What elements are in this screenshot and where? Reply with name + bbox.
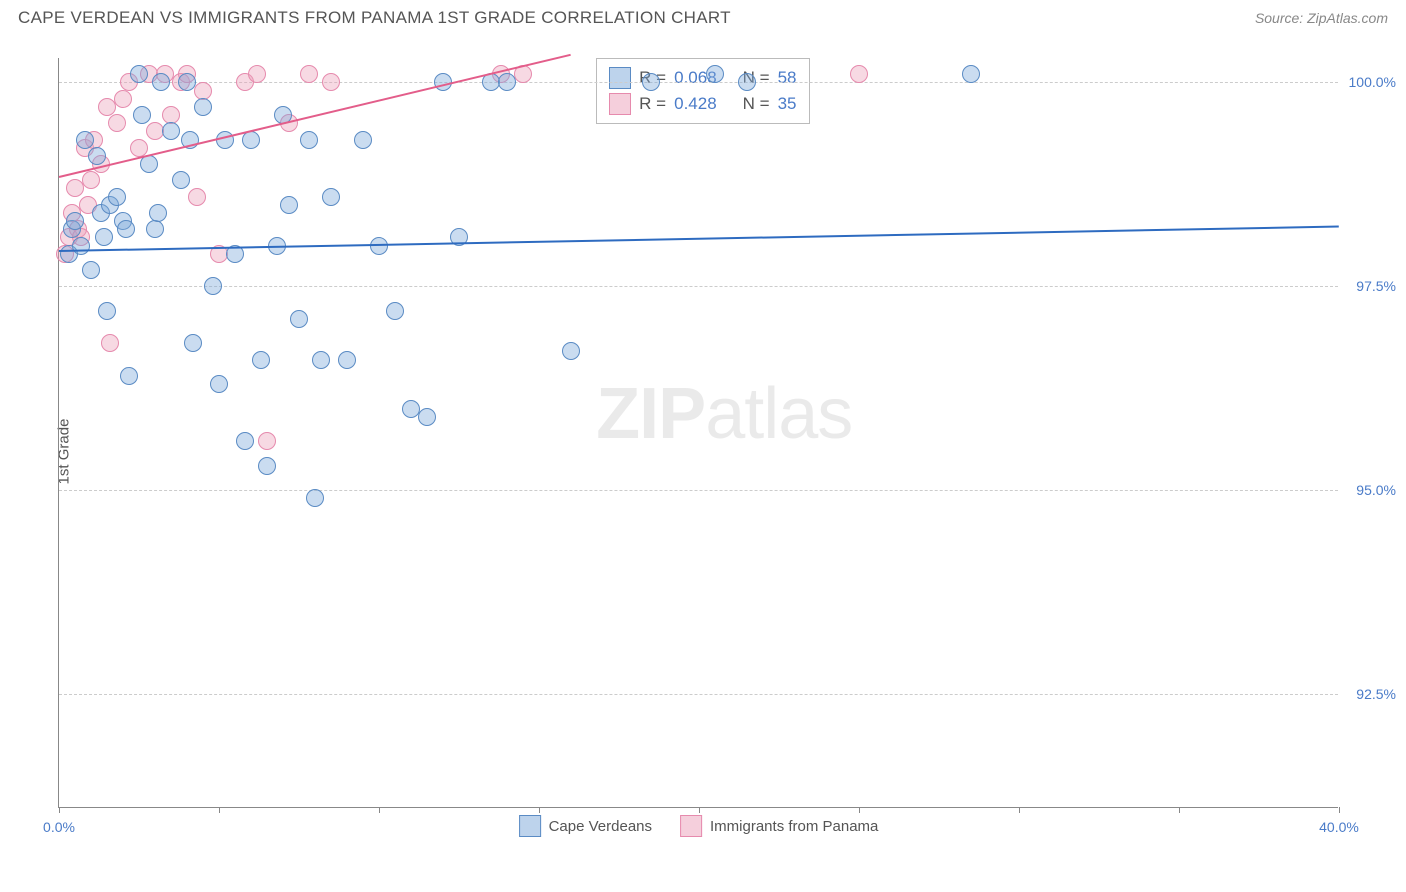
trendline-blue [59, 225, 1339, 251]
scatter-point-pink [258, 432, 276, 450]
scatter-point-blue [130, 65, 148, 83]
scatter-point-blue [204, 277, 222, 295]
scatter-point-blue [88, 147, 106, 165]
scatter-point-pink [114, 90, 132, 108]
legend-bottom: Cape Verdeans Immigrants from Panama [519, 815, 879, 837]
scatter-point-blue [152, 73, 170, 91]
x-tick-label: 40.0% [1319, 819, 1359, 835]
scatter-point-blue [306, 489, 324, 507]
legend-swatch-pink [680, 815, 702, 837]
scatter-point-blue [76, 131, 94, 149]
gridline-h [59, 286, 1338, 287]
stat-r-value: 0.428 [674, 94, 717, 114]
scatter-point-blue [322, 188, 340, 206]
scatter-point-pink [162, 106, 180, 124]
scatter-point-blue [120, 367, 138, 385]
y-tick-label: 95.0% [1356, 482, 1396, 498]
scatter-point-pink [108, 114, 126, 132]
legend-item: Cape Verdeans [519, 815, 652, 837]
scatter-point-blue [184, 334, 202, 352]
scatter-point-blue [738, 73, 756, 91]
scatter-point-blue [300, 131, 318, 149]
source-label: Source: ZipAtlas.com [1255, 10, 1388, 26]
scatter-point-pink [300, 65, 318, 83]
x-tick [1019, 807, 1020, 813]
scatter-point-blue [418, 408, 436, 426]
scatter-point-blue [178, 73, 196, 91]
scatter-point-blue [962, 65, 980, 83]
scatter-point-blue [354, 131, 372, 149]
scatter-point-pink [188, 188, 206, 206]
legend-stats-row: R = 0.428 N = 35 [609, 91, 796, 117]
scatter-point-blue [562, 342, 580, 360]
scatter-point-blue [108, 188, 126, 206]
x-tick [1179, 807, 1180, 813]
legend-swatch-pink [609, 93, 631, 115]
stat-n-value: 35 [778, 94, 797, 114]
scatter-point-blue [498, 73, 516, 91]
chart-header: CAPE VERDEAN VS IMMIGRANTS FROM PANAMA 1… [0, 0, 1406, 32]
scatter-point-blue [146, 220, 164, 238]
scatter-point-blue [149, 204, 167, 222]
plot-area: ZIPatlas R =0.068N =58R =0.428N =35 Cape… [58, 58, 1338, 808]
x-tick-label: 0.0% [43, 819, 75, 835]
stat-r-label: R = [639, 94, 666, 114]
scatter-point-pink [194, 82, 212, 100]
scatter-point-blue [72, 237, 90, 255]
stat-n-label: N = [743, 94, 770, 114]
gridline-h [59, 694, 1338, 695]
scatter-point-blue [194, 98, 212, 116]
scatter-point-pink [101, 334, 119, 352]
scatter-point-blue [82, 261, 100, 279]
legend-stats-box: R =0.068N =58 R = 0.428 N = 35 [596, 58, 809, 124]
legend-item: Immigrants from Panama [680, 815, 878, 837]
y-tick-label: 92.5% [1356, 686, 1396, 702]
legend-swatch-blue [609, 67, 631, 89]
scatter-point-blue [98, 302, 116, 320]
y-tick-label: 100.0% [1349, 74, 1396, 90]
scatter-point-blue [258, 457, 276, 475]
scatter-point-pink [322, 73, 340, 91]
x-tick [539, 807, 540, 813]
scatter-point-pink [82, 171, 100, 189]
scatter-point-blue [66, 212, 84, 230]
legend-label: Immigrants from Panama [710, 818, 878, 835]
legend-label: Cape Verdeans [549, 818, 652, 835]
x-tick [859, 807, 860, 813]
scatter-point-blue [117, 220, 135, 238]
scatter-point-blue [252, 351, 270, 369]
scatter-point-blue [133, 106, 151, 124]
gridline-h [59, 490, 1338, 491]
stat-n-value: 58 [778, 68, 797, 88]
scatter-point-pink [850, 65, 868, 83]
watermark: ZIPatlas [596, 373, 852, 455]
x-tick [219, 807, 220, 813]
scatter-point-blue [280, 196, 298, 214]
scatter-point-blue [95, 228, 113, 246]
scatter-point-blue [338, 351, 356, 369]
scatter-point-blue [236, 432, 254, 450]
legend-stats-row: R =0.068N =58 [609, 65, 796, 91]
scatter-point-pink [248, 65, 266, 83]
x-tick [699, 807, 700, 813]
scatter-point-blue [312, 351, 330, 369]
chart-title: CAPE VERDEAN VS IMMIGRANTS FROM PANAMA 1… [18, 8, 731, 28]
chart-container: 1st Grade ZIPatlas R =0.068N =58R =0.428… [48, 48, 1378, 838]
x-tick [59, 807, 60, 813]
legend-swatch-blue [519, 815, 541, 837]
y-tick-label: 97.5% [1356, 278, 1396, 294]
scatter-point-blue [386, 302, 404, 320]
scatter-point-pink [130, 139, 148, 157]
scatter-point-blue [162, 122, 180, 140]
scatter-point-blue [210, 375, 228, 393]
scatter-point-blue [642, 73, 660, 91]
scatter-point-blue [290, 310, 308, 328]
x-tick [1339, 807, 1340, 813]
x-tick [379, 807, 380, 813]
scatter-point-blue [706, 65, 724, 83]
scatter-point-blue [172, 171, 190, 189]
